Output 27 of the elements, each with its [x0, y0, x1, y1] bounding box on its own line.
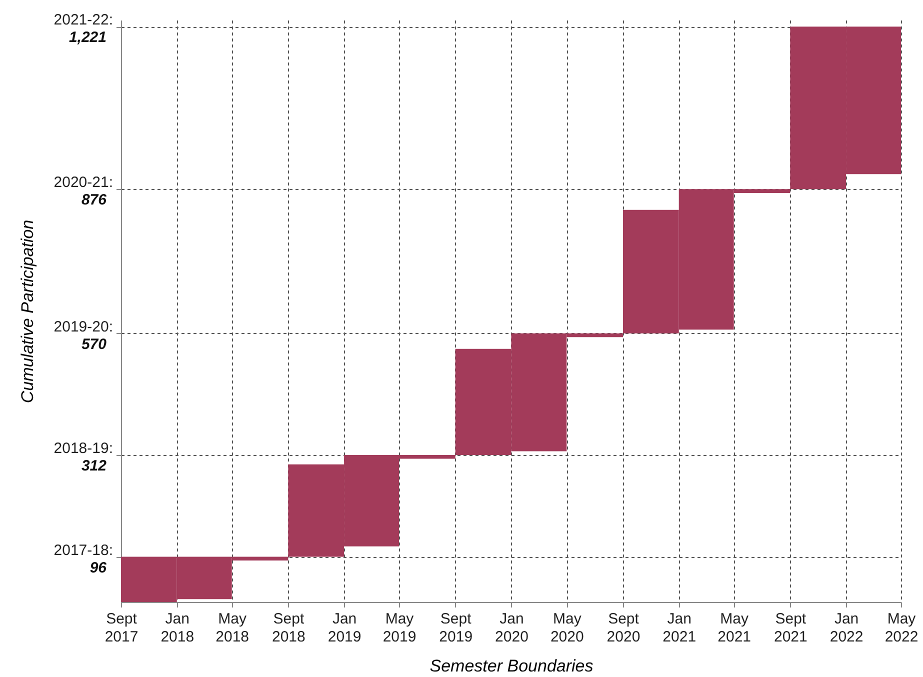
text: 2019-20:	[54, 318, 113, 336]
x-tick-label: May 2020	[550, 610, 584, 646]
text: 2020-21:	[54, 174, 113, 192]
x-tick-label: May 2022	[884, 610, 918, 646]
x-tick-label: Jan 2020	[495, 610, 528, 646]
x-tick-label: May 2019	[382, 610, 416, 646]
x-tick-label: May 2018	[216, 610, 250, 646]
y-tick-label: 1,221	[68, 29, 106, 46]
x-tick-label: Sept 2017	[104, 610, 138, 646]
y-axis-title: Cumulative Participation	[18, 220, 37, 404]
text: 2018-19:	[54, 440, 113, 457]
x-tick-label: May 2021	[718, 610, 752, 646]
y-tick-label: 96	[90, 559, 108, 576]
x-tick-label: Jan 2018	[160, 610, 194, 646]
x-tick-label: Sept 2018	[272, 610, 306, 646]
x-tick-label: Sept 2020	[606, 610, 640, 646]
y-tick-label: 312	[81, 457, 108, 474]
text: 2021-22:	[54, 12, 113, 29]
x-tick-label: Jan 2019	[328, 610, 362, 646]
y-tick-label: 876	[81, 192, 108, 209]
x-tick-label: Sept 2021	[774, 610, 808, 646]
x-tick-label: Sept 2019	[439, 610, 473, 646]
text: 2017-18:	[54, 542, 113, 559]
x-axis-title: Semester Boundaries	[430, 656, 594, 676]
x-tick-label: Jan 2022	[830, 610, 864, 646]
y-tick-label: 570	[81, 336, 108, 353]
x-tick-label: Jan 2021	[662, 610, 696, 646]
